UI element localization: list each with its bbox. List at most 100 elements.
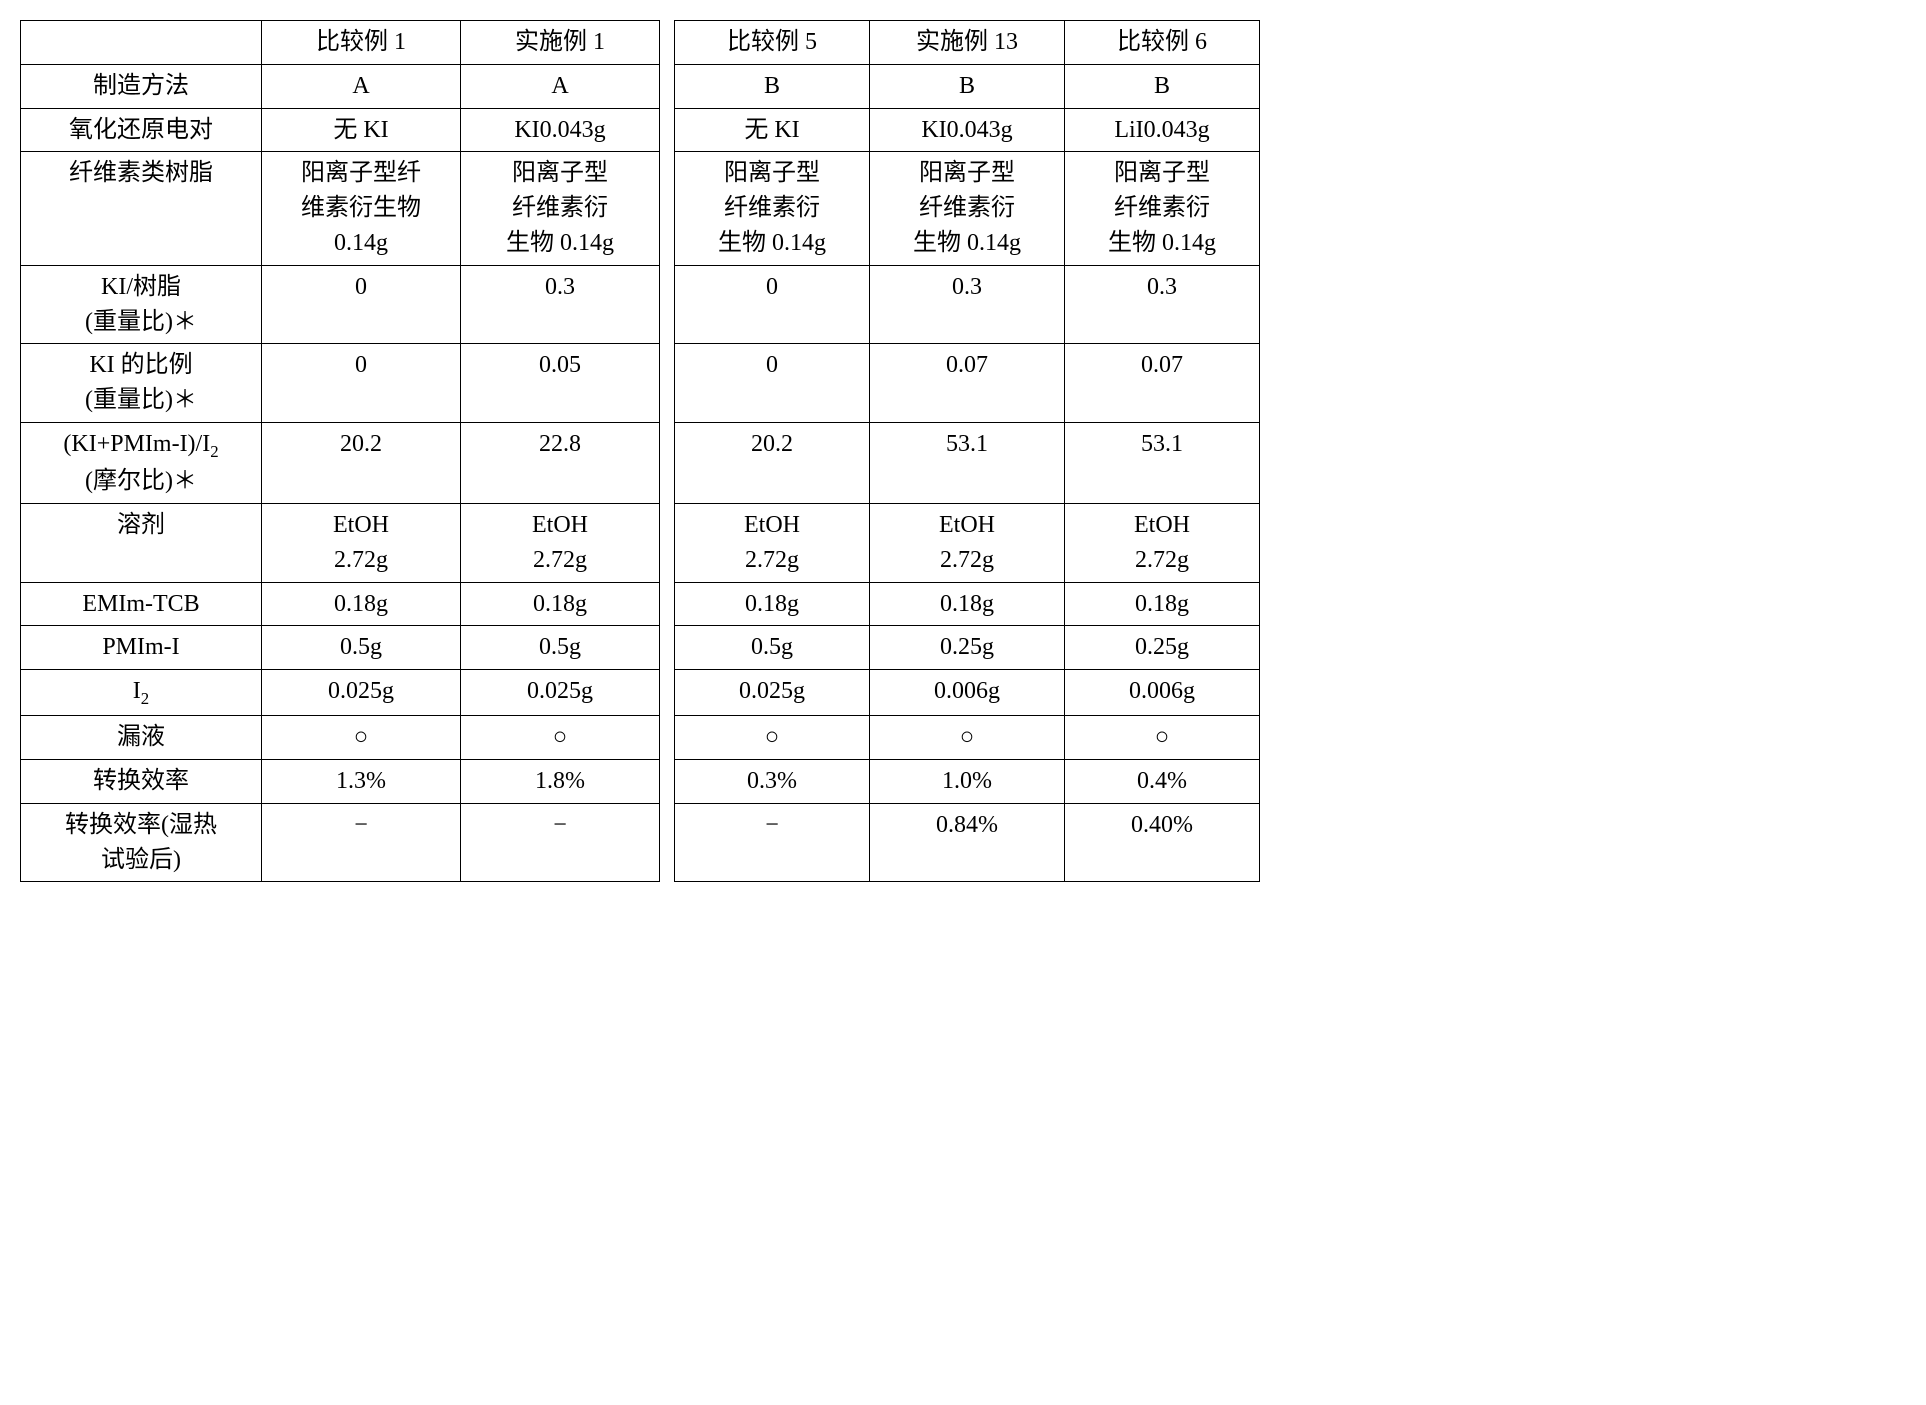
cell: 1.3% bbox=[262, 760, 461, 804]
cell: EtOH2.72g bbox=[461, 503, 660, 582]
cell: EtOH2.72g bbox=[675, 503, 870, 582]
table-row: 溶剂 EtOH2.72g EtOH2.72g EtOH2.72g EtOH2.7… bbox=[21, 503, 1260, 582]
gap bbox=[660, 422, 675, 503]
cell: 0.3 bbox=[1065, 265, 1260, 344]
table-row: 转换效率(湿热试验后) − − − 0.84% 0.40% bbox=[21, 803, 1260, 882]
row-label: (KI+PMIm-I)/I2(摩尔比)＊ bbox=[21, 422, 262, 503]
header-col-2: 实施例 1 bbox=[461, 21, 660, 65]
cell: KI0.043g bbox=[870, 108, 1065, 152]
cell: 0.025g bbox=[262, 670, 461, 716]
row-label: KI 的比例(重量比)＊ bbox=[21, 344, 262, 423]
cell: 0 bbox=[262, 344, 461, 423]
gap bbox=[660, 760, 675, 804]
cell: 阳离子型纤维素衍生物 0.14g bbox=[1065, 152, 1260, 265]
table-row: 制造方法 A A B B B bbox=[21, 64, 1260, 108]
gap bbox=[660, 344, 675, 423]
header-blank bbox=[21, 21, 262, 65]
cell: 无 KI bbox=[262, 108, 461, 152]
cell: A bbox=[461, 64, 660, 108]
cell: 阳离子型纤维素衍生物 0.14g bbox=[675, 152, 870, 265]
cell: − bbox=[262, 803, 461, 882]
row-label: 氧化还原电对 bbox=[21, 108, 262, 152]
cell: 0.3 bbox=[461, 265, 660, 344]
cell: − bbox=[461, 803, 660, 882]
header-col-1: 比较例 1 bbox=[262, 21, 461, 65]
cell: 0.18g bbox=[1065, 582, 1260, 626]
cell: 0.3% bbox=[675, 760, 870, 804]
gap bbox=[660, 716, 675, 760]
cell: KI0.043g bbox=[461, 108, 660, 152]
cell: B bbox=[675, 64, 870, 108]
row-label: 溶剂 bbox=[21, 503, 262, 582]
header-col-3: 比较例 5 bbox=[675, 21, 870, 65]
cell: 0.40% bbox=[1065, 803, 1260, 882]
cell: ○ bbox=[262, 716, 461, 760]
cell: 0.05 bbox=[461, 344, 660, 423]
gap bbox=[660, 670, 675, 716]
table-row: PMIm-I 0.5g 0.5g 0.5g 0.25g 0.25g bbox=[21, 626, 1260, 670]
gap bbox=[660, 265, 675, 344]
cell: 0.07 bbox=[870, 344, 1065, 423]
cell: 0.5g bbox=[461, 626, 660, 670]
table-row: 氧化还原电对 无 KI KI0.043g 无 KI KI0.043g LiI0.… bbox=[21, 108, 1260, 152]
table-row: I2 0.025g 0.025g 0.025g 0.006g 0.006g bbox=[21, 670, 1260, 716]
row-label: PMIm-I bbox=[21, 626, 262, 670]
table-row: KI 的比例(重量比)＊ 0 0.05 0 0.07 0.07 bbox=[21, 344, 1260, 423]
cell: 53.1 bbox=[1065, 422, 1260, 503]
cell: 0.3 bbox=[870, 265, 1065, 344]
table-row: KI/树脂(重量比)＊ 0 0.3 0 0.3 0.3 bbox=[21, 265, 1260, 344]
gap bbox=[660, 152, 675, 265]
header-col-4: 实施例 13 bbox=[870, 21, 1065, 65]
cell: 0.006g bbox=[1065, 670, 1260, 716]
cell: 0.18g bbox=[870, 582, 1065, 626]
cell: 1.8% bbox=[461, 760, 660, 804]
cell: ○ bbox=[675, 716, 870, 760]
table-row: (KI+PMIm-I)/I2(摩尔比)＊ 20.2 22.8 20.2 53.1… bbox=[21, 422, 1260, 503]
row-label: 漏液 bbox=[21, 716, 262, 760]
cell: 0 bbox=[675, 344, 870, 423]
table-header-row: 比较例 1 实施例 1 比较例 5 实施例 13 比较例 6 bbox=[21, 21, 1260, 65]
cell: 0.25g bbox=[870, 626, 1065, 670]
table-row: 转换效率 1.3% 1.8% 0.3% 1.0% 0.4% bbox=[21, 760, 1260, 804]
row-label: 转换效率 bbox=[21, 760, 262, 804]
cell: 53.1 bbox=[870, 422, 1065, 503]
cell: − bbox=[675, 803, 870, 882]
gap bbox=[660, 64, 675, 108]
cell: 20.2 bbox=[675, 422, 870, 503]
row-label: I2 bbox=[21, 670, 262, 716]
row-label: 制造方法 bbox=[21, 64, 262, 108]
cell: ○ bbox=[870, 716, 1065, 760]
cell: 0.18g bbox=[461, 582, 660, 626]
cell: 0.025g bbox=[675, 670, 870, 716]
cell: 0 bbox=[262, 265, 461, 344]
cell: 0.18g bbox=[262, 582, 461, 626]
table-row: EMIm-TCB 0.18g 0.18g 0.18g 0.18g 0.18g bbox=[21, 582, 1260, 626]
row-label: 纤维素类树脂 bbox=[21, 152, 262, 265]
cell: 0.5g bbox=[675, 626, 870, 670]
gap bbox=[660, 108, 675, 152]
cell: A bbox=[262, 64, 461, 108]
cell: 阳离子型纤维素衍生物 0.14g bbox=[870, 152, 1065, 265]
header-col-5: 比较例 6 bbox=[1065, 21, 1260, 65]
cell: ○ bbox=[461, 716, 660, 760]
gap bbox=[660, 582, 675, 626]
row-label: KI/树脂(重量比)＊ bbox=[21, 265, 262, 344]
cell: LiI0.043g bbox=[1065, 108, 1260, 152]
gap bbox=[660, 503, 675, 582]
gap bbox=[660, 626, 675, 670]
cell: 20.2 bbox=[262, 422, 461, 503]
cell: 0 bbox=[675, 265, 870, 344]
cell: 0.18g bbox=[675, 582, 870, 626]
table-row: 漏液 ○ ○ ○ ○ ○ bbox=[21, 716, 1260, 760]
gap bbox=[660, 803, 675, 882]
cell: 0.025g bbox=[461, 670, 660, 716]
cell: 0.07 bbox=[1065, 344, 1260, 423]
cell: 1.0% bbox=[870, 760, 1065, 804]
cell: EtOH2.72g bbox=[262, 503, 461, 582]
gap bbox=[660, 21, 675, 65]
row-label: EMIm-TCB bbox=[21, 582, 262, 626]
cell: 无 KI bbox=[675, 108, 870, 152]
table-row: 纤维素类树脂 阳离子型纤维素衍生物0.14g 阳离子型纤维素衍生物 0.14g … bbox=[21, 152, 1260, 265]
cell: EtOH2.72g bbox=[1065, 503, 1260, 582]
cell: 0.4% bbox=[1065, 760, 1260, 804]
